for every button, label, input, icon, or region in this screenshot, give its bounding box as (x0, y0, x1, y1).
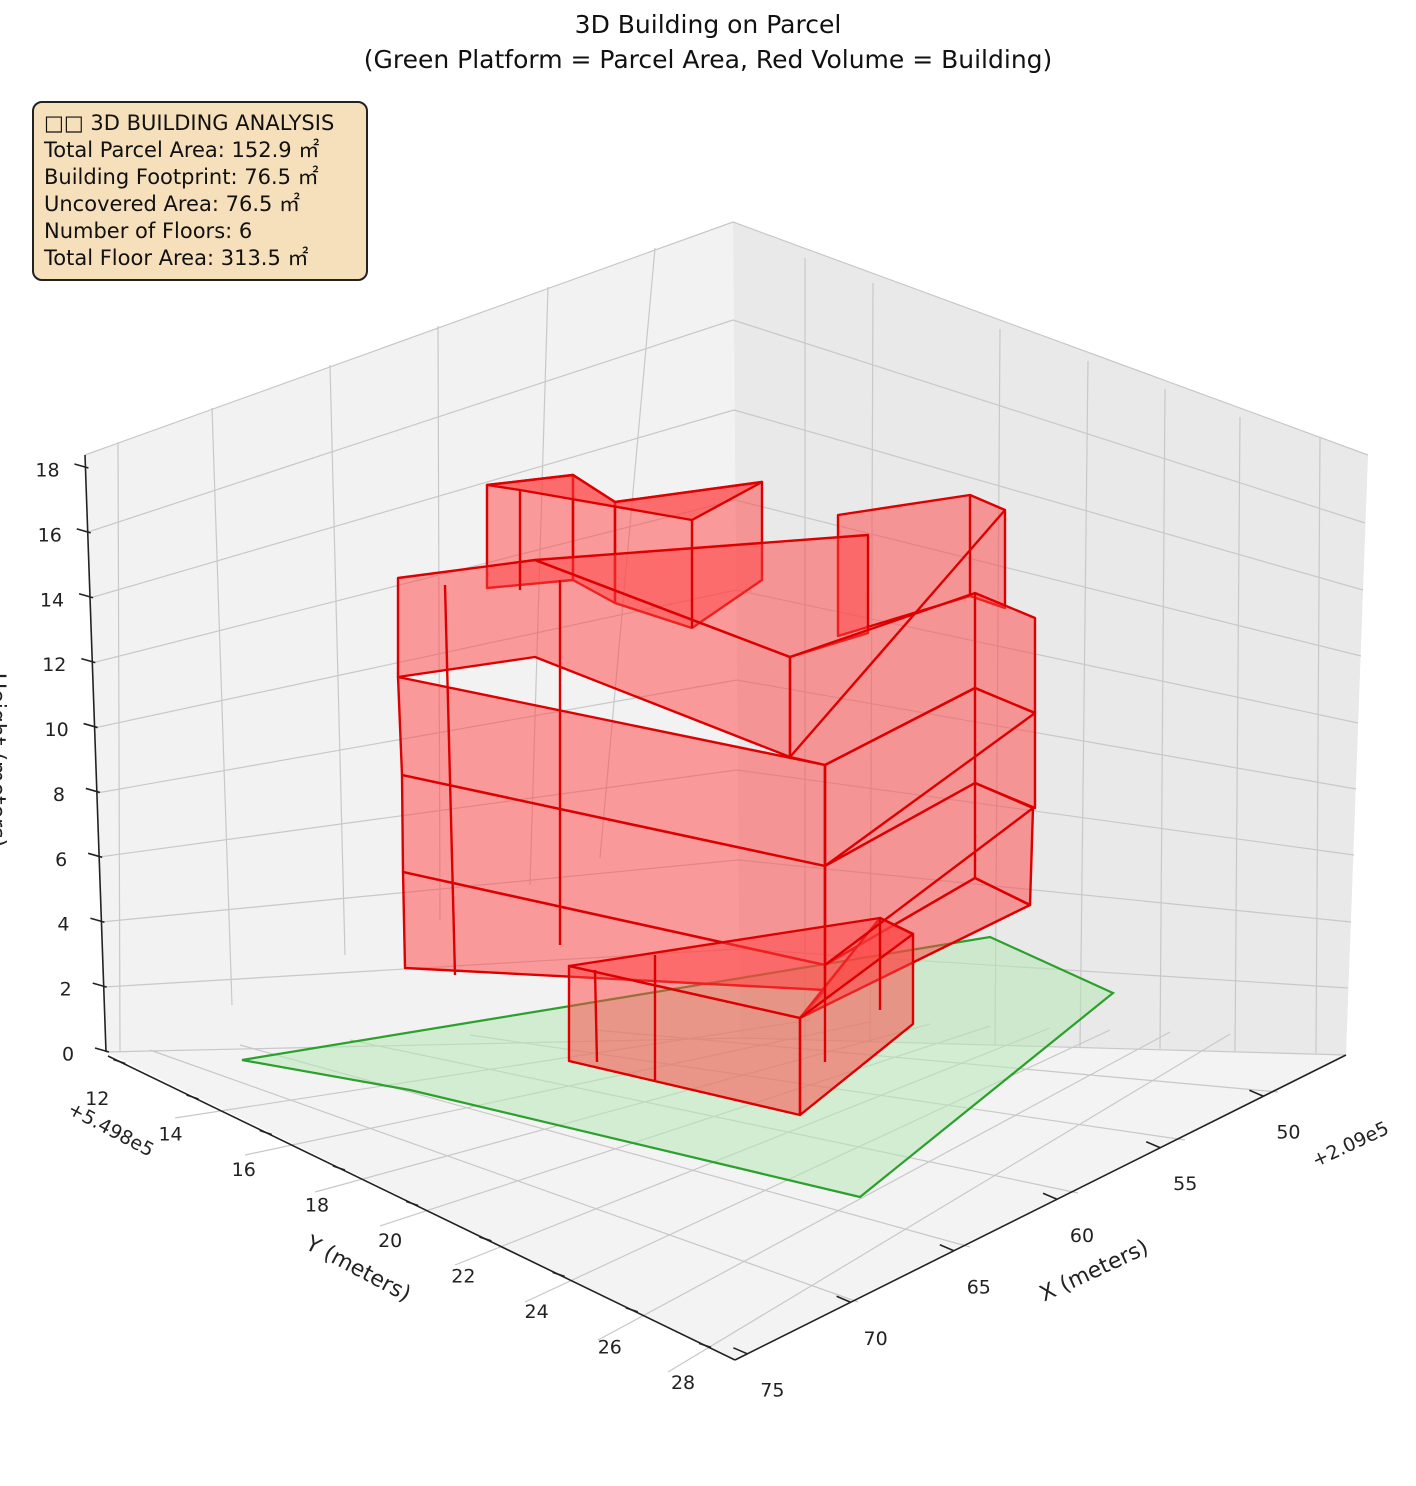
x-tick-55-tick (1145, 1141, 1161, 1149)
y-tick-18-label: 18 (305, 1194, 329, 1216)
y-tick-14-label: 14 (158, 1124, 182, 1146)
z-tick-16-label: 16 (38, 524, 62, 546)
x-tick-65-label: 65 (967, 1276, 991, 1298)
x-axis-offset-label: +2.09e5 (1309, 1117, 1393, 1172)
y-tick-24-tick (552, 1271, 565, 1278)
edge-diag1 (789, 509, 1006, 758)
analysis-line-floor-area: Total Floor Area: 313.5 ㎡ (44, 246, 309, 270)
chart-title-line1: 3D Building on Parcel (574, 10, 842, 39)
y-tick-22-tick (479, 1236, 492, 1242)
z-tick-4-tick (90, 917, 105, 923)
y-tick-22-label: 22 (451, 1265, 475, 1287)
grid-z-right-14 (733, 409, 1364, 591)
y-axis-offset-label: +5.498e5 (64, 1098, 157, 1162)
y-tick-26-label: 26 (598, 1336, 622, 1358)
z-tick-12-tick (81, 657, 96, 664)
lower-annex-roof (567, 916, 915, 1020)
x-tick-50-tick (1249, 1089, 1264, 1097)
chart-title-line2: (Green Platform = Parcel Area, Red Volum… (363, 45, 1053, 74)
x-tick-75-tick (733, 1347, 748, 1355)
x-tick-65-tick (939, 1244, 955, 1252)
z-tick-10-label: 10 (44, 719, 68, 741)
grid-z-right-18 (732, 221, 1369, 456)
x-tick-50-label: 50 (1276, 1122, 1300, 1144)
z-tick-4-label: 4 (57, 914, 69, 936)
y-tick-12-tick (113, 1058, 126, 1065)
grid-x-vert-46 (1315, 436, 1321, 1054)
analysis-line-floors: Number of Floors: 6 (44, 219, 253, 243)
z-axis-line (84, 454, 107, 1053)
edge-v8 (593, 969, 599, 1063)
y-tick-16-tick (259, 1129, 273, 1136)
analysis-line-uncovered: Uncovered Area: 76.5 ㎡ (44, 192, 301, 216)
analysis-line-parcel-area: Total Parcel Area: 152.9 ㎡ (44, 138, 320, 162)
y-tick-16-label: 16 (232, 1159, 256, 1181)
edge-diag2 (824, 712, 1036, 867)
axis-ticks (74, 463, 1264, 1355)
grid-z-right-16 (732, 319, 1366, 524)
floor-grid-y-28 (667, 1033, 1231, 1373)
x-tick-70-tick (836, 1295, 851, 1304)
axis-tick-labels: 0246810121416181214161820222426285055606… (35, 459, 1300, 1401)
x-axis-label: X (meters) (1036, 1235, 1152, 1307)
edge-diag3 (824, 807, 1034, 966)
z-axis-label: Height (meters) (0, 673, 9, 848)
x-tick-70-label: 70 (864, 1328, 888, 1350)
building-analysis-box: □□ 3D BUILDING ANALYSIS Total Parcel Are… (32, 101, 368, 281)
y-tick-28-tick (698, 1342, 712, 1349)
z-tick-2-tick (92, 982, 107, 988)
x-tick-60-label: 60 (1070, 1225, 1094, 1247)
y-tick-20-label: 20 (378, 1230, 402, 1252)
y-tick-20-tick (405, 1200, 419, 1207)
y-tick-28-label: 28 (671, 1372, 695, 1394)
y-tick-12-label: 12 (85, 1088, 109, 1110)
z-tick-8-tick (85, 787, 101, 794)
z-tick-8-label: 8 (53, 784, 65, 806)
z-tick-16-tick (76, 528, 91, 534)
x-tick-60-tick (1042, 1192, 1058, 1200)
y-tick-26-tick (625, 1307, 639, 1313)
grid-x-vert-60 (1079, 360, 1089, 1048)
grid-y-vert-16 (329, 364, 346, 956)
z-tick-10-tick (83, 722, 98, 729)
z-tick-2-label: 2 (60, 979, 72, 1001)
grid-x-vert-55 (1159, 388, 1166, 1050)
z-tick-18-label: 18 (35, 459, 59, 481)
x-tick-55-label: 55 (1173, 1173, 1197, 1195)
grid-z-left-16 (87, 319, 734, 533)
y-tick-24-label: 24 (525, 1301, 549, 1323)
z-tick-18-tick (74, 463, 89, 469)
x-axis-line (734, 1054, 1347, 1361)
z-tick-6-label: 6 (55, 849, 67, 871)
x-tick-75-label: 75 (760, 1379, 784, 1401)
building-volume (396, 473, 1037, 1117)
z-tick-6-tick (87, 852, 103, 859)
edge-v1 (443, 584, 457, 976)
grid-z-left-14 (89, 409, 735, 599)
y-tick-18-tick (332, 1165, 346, 1171)
z-tick-14-tick (78, 592, 94, 599)
grid-y-vert-14 (211, 407, 233, 1006)
z-tick-12-label: 12 (42, 654, 66, 676)
floor-grid-y-26 (597, 1031, 1171, 1341)
z-tick-0-tick (94, 1047, 110, 1053)
grid-z-left-18 (84, 221, 734, 456)
grid-y-vert-12 (117, 441, 121, 1053)
grid-x-vert-50 (1234, 416, 1241, 1052)
y-tick-14-tick (186, 1094, 199, 1100)
floor-grid-x-70 (149, 1049, 859, 1303)
analysis-line-footprint: Building Footprint: 76.5 ㎡ (44, 165, 319, 189)
z-tick-0-label: 0 (62, 1044, 74, 1066)
analysis-heading: □□ 3D BUILDING ANALYSIS (44, 111, 335, 135)
z-tick-14-label: 14 (40, 589, 64, 611)
